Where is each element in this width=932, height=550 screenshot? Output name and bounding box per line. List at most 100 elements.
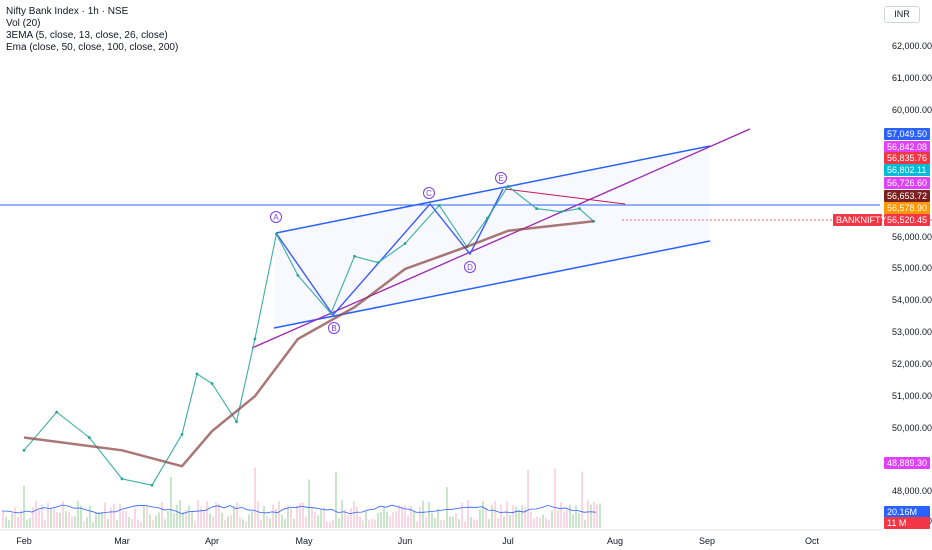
volume-bar	[251, 511, 253, 528]
volume-bar	[599, 503, 601, 528]
volume-bar	[422, 500, 424, 528]
indicator-ema[interactable]: Ema (close, 50, close, 100, close, 200)	[6, 42, 179, 53]
y-tick-label: 53,000.00	[892, 327, 932, 337]
volume-bar	[29, 517, 31, 528]
resistance-line[interactable]	[504, 188, 626, 205]
volume-bar	[182, 512, 184, 528]
wave-label[interactable]: A	[270, 211, 282, 223]
volume-bar	[5, 516, 7, 528]
volume-bar	[308, 479, 310, 528]
volume-bar	[98, 511, 100, 528]
y-tick-label: 55,000.00	[892, 263, 932, 273]
volume-bar	[35, 500, 37, 528]
volume-bar	[287, 505, 289, 528]
volume-bar	[215, 502, 217, 528]
volume-bar	[146, 506, 148, 528]
data-point	[87, 436, 91, 439]
volume-bar	[359, 516, 361, 528]
volume-bar	[554, 468, 556, 528]
volume-bar	[50, 508, 52, 528]
data-point	[150, 483, 154, 487]
price-tag-label: 57,049.50	[887, 129, 927, 139]
volume-bar	[131, 518, 133, 528]
volume-bar	[20, 509, 22, 528]
volume-bar	[284, 519, 286, 528]
volume-bar	[521, 505, 523, 528]
volume-bar	[500, 504, 502, 528]
volume-bar	[371, 518, 373, 528]
volume-bar	[476, 519, 478, 528]
volume-bar	[80, 505, 82, 528]
wave-label-text: A	[273, 213, 279, 222]
channel-lower-line[interactable]	[273, 240, 711, 329]
wave-label[interactable]: C	[423, 187, 435, 199]
volume-bar	[89, 505, 91, 528]
volume-bar	[395, 511, 397, 528]
drawing-layer	[0, 128, 932, 349]
wave-label[interactable]: E	[495, 172, 507, 184]
volume-bar	[119, 503, 121, 528]
data-point	[120, 477, 124, 481]
volume-bar	[581, 471, 583, 528]
volume-bar	[278, 500, 280, 528]
volume-bar	[509, 515, 511, 528]
currency-button[interactable]: INR	[884, 6, 920, 23]
y-tick-label: 50,000.00	[892, 423, 932, 433]
wave-label[interactable]: D	[464, 261, 476, 273]
volume-bar	[281, 514, 283, 528]
volume-bar	[470, 517, 472, 528]
volume-bar	[170, 476, 172, 528]
volume-bar	[404, 505, 406, 528]
volume-bar	[506, 501, 508, 528]
wave-label-text: E	[498, 174, 503, 183]
volume-bar	[416, 521, 418, 528]
symbol-title[interactable]: Nifty Bank Index · 1h · NSE	[6, 6, 129, 17]
volume-bar	[551, 510, 553, 528]
volume-bar	[530, 511, 532, 528]
volume-bar	[413, 511, 415, 528]
volume-bar	[68, 512, 70, 528]
data-point	[210, 382, 214, 385]
data-point	[535, 207, 538, 210]
volume-bar	[449, 516, 451, 528]
x-tick-label: Oct	[805, 536, 820, 546]
volume-bar	[149, 514, 151, 528]
volume-bar	[578, 513, 580, 528]
series-layer	[22, 184, 595, 487]
volume-bar	[488, 519, 490, 528]
volume-bar	[242, 519, 244, 528]
volume-bar	[419, 506, 421, 528]
volume-bar	[191, 512, 193, 528]
series-line[interactable]	[23, 185, 594, 486]
price-tag: 56,842.08	[884, 141, 930, 153]
wave-label[interactable]: B	[328, 322, 340, 334]
data-point	[235, 420, 238, 424]
volume-bar	[134, 508, 136, 528]
volume-bar	[383, 507, 385, 528]
indicator-3ema[interactable]: 3EMA (5, close, 13, close, 26, close)	[6, 30, 168, 41]
volume-bar	[503, 516, 505, 528]
volume-bar	[71, 516, 73, 528]
volume-bar	[485, 507, 487, 528]
volume-bar	[374, 519, 376, 528]
volume-bar	[302, 502, 304, 528]
volume-bar	[512, 505, 514, 528]
chart-legend: Nifty Bank Index · 1h · NSE Vol (20) 3EM…	[6, 6, 178, 54]
volume-bar	[2, 511, 4, 528]
channel-upper-line[interactable]	[275, 145, 711, 234]
volume-bar	[356, 507, 358, 528]
series-line[interactable]	[23, 220, 594, 468]
volume-bar	[350, 508, 352, 528]
volume-bar	[428, 502, 430, 528]
trend-line[interactable]	[251, 128, 751, 349]
symbol-tag-label: BANKNIFTY	[836, 215, 887, 225]
zigzag-wave[interactable]	[275, 188, 504, 317]
x-tick-label: Feb	[16, 536, 32, 546]
volume-bar	[53, 507, 55, 528]
volume-bar	[254, 467, 256, 528]
volume-bar	[155, 515, 157, 528]
price-tag-label: 11 M	[887, 518, 906, 528]
volume-bar	[65, 511, 67, 528]
indicator-volume[interactable]: Vol (20)	[6, 18, 41, 29]
